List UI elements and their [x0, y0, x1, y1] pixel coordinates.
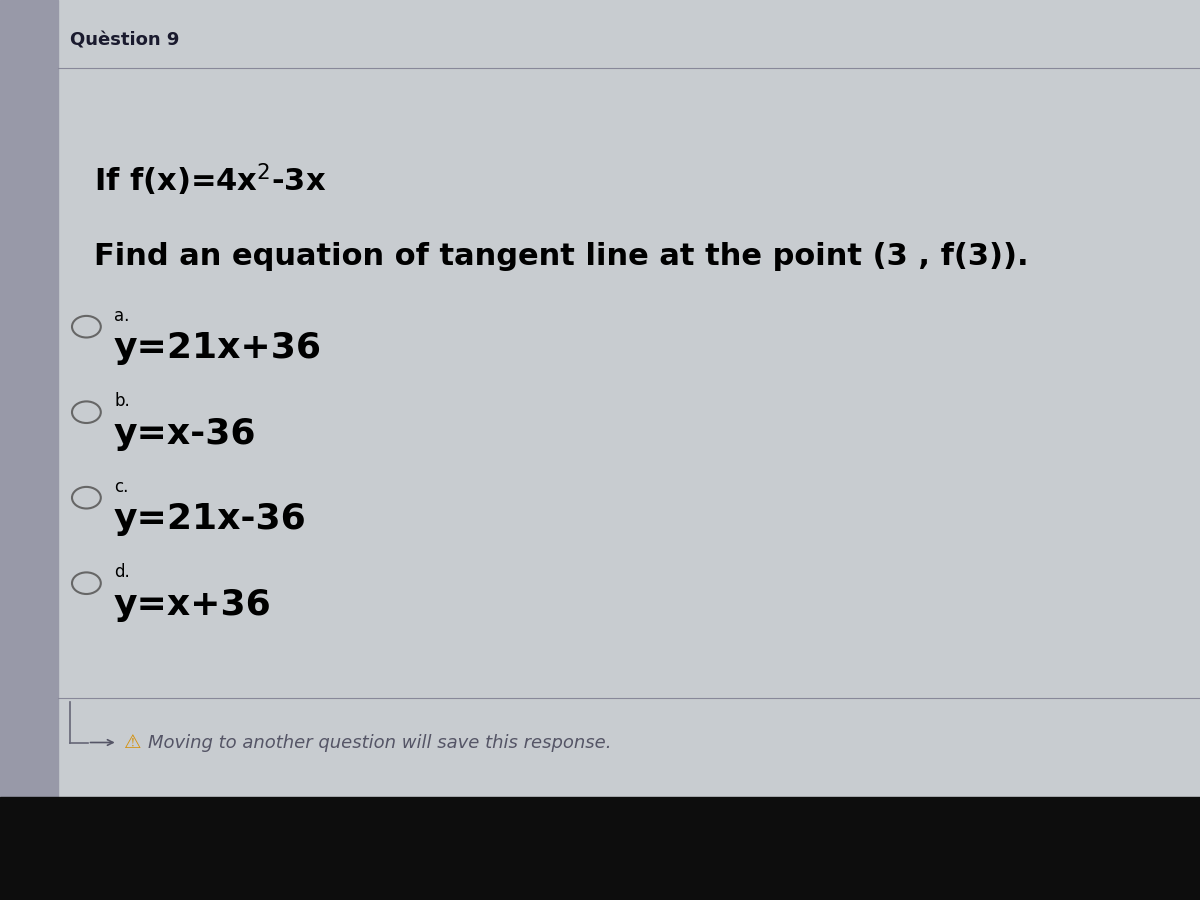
Text: y=x+36: y=x+36	[114, 588, 271, 622]
Text: b.: b.	[114, 392, 130, 410]
Text: d.: d.	[114, 563, 130, 581]
Text: Quèstion 9: Quèstion 9	[70, 32, 179, 50]
Text: y=21x+36: y=21x+36	[114, 331, 322, 365]
Bar	[0, 0, 58, 900]
Text: y=21x-36: y=21x-36	[114, 502, 307, 536]
Text: If f(x)=4x$^2$-3x: If f(x)=4x$^2$-3x	[94, 162, 326, 198]
Text: Find an equation of tangent line at the point (3 , f(3)).: Find an equation of tangent line at the …	[94, 242, 1028, 271]
Text: a.: a.	[114, 307, 130, 325]
Text: y=x-36: y=x-36	[114, 417, 257, 451]
Text: c.: c.	[114, 478, 128, 496]
Text: Moving to another question will save this response.: Moving to another question will save thi…	[148, 734, 611, 752]
Bar	[0, 796, 1200, 900]
Text: ⚠: ⚠	[124, 733, 142, 752]
